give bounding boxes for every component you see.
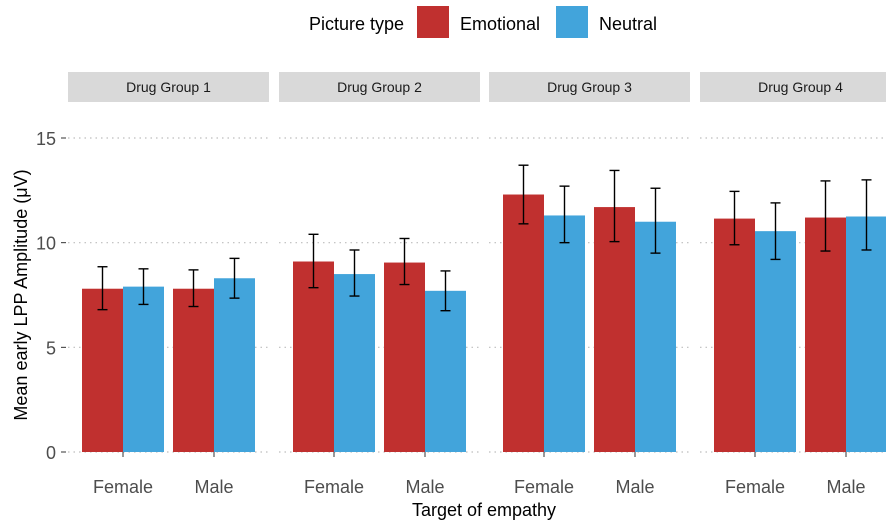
bar-neutral	[123, 286, 164, 452]
bar-neutral	[635, 221, 676, 452]
facet-title: Drug Group 1	[126, 79, 211, 95]
y-axis-title: Mean early LPP Amplitude (μV)	[11, 169, 31, 420]
x-tick-label: Male	[194, 477, 233, 497]
bar-neutral	[214, 278, 255, 452]
bar-neutral	[425, 290, 466, 452]
x-axis-title: Target of empathy	[412, 500, 556, 520]
bar-neutral	[334, 274, 375, 452]
bar-neutral	[755, 231, 796, 452]
facet-title: Drug Group 2	[337, 79, 422, 95]
bar-emotional	[594, 207, 635, 452]
x-tick-label: Male	[615, 477, 654, 497]
facet-strip	[68, 72, 269, 102]
bar-emotional	[173, 288, 214, 452]
bar-emotional	[82, 288, 123, 452]
x-tick-label: Female	[514, 477, 574, 497]
legend-key-emotional	[417, 6, 449, 38]
bar-emotional	[384, 262, 425, 452]
bar-emotional	[805, 217, 846, 452]
legend-key-neutral	[556, 6, 588, 38]
x-tick-label: Female	[725, 477, 785, 497]
x-tick-label: Male	[405, 477, 444, 497]
y-tick-label: 5	[46, 338, 56, 358]
bar-emotional	[293, 261, 334, 452]
facet-strip	[279, 72, 480, 102]
facet-strip	[700, 72, 886, 102]
y-tick-label: 10	[36, 234, 56, 254]
bar-emotional	[503, 194, 544, 452]
bar-emotional	[714, 218, 755, 452]
legend-title: Picture type	[309, 14, 404, 34]
facet-strip	[489, 72, 690, 102]
y-tick-label: 0	[46, 443, 56, 463]
bar-neutral	[846, 216, 886, 452]
facet-title: Drug Group 4	[758, 79, 843, 95]
y-tick-label: 15	[36, 129, 56, 149]
legend-label-emotional: Emotional	[460, 14, 540, 34]
x-tick-label: Female	[304, 477, 364, 497]
x-tick-label: Female	[93, 477, 153, 497]
legend-label-neutral: Neutral	[599, 14, 657, 34]
facet-title: Drug Group 3	[547, 79, 632, 95]
bar-neutral	[544, 215, 585, 452]
x-tick-label: Male	[826, 477, 865, 497]
